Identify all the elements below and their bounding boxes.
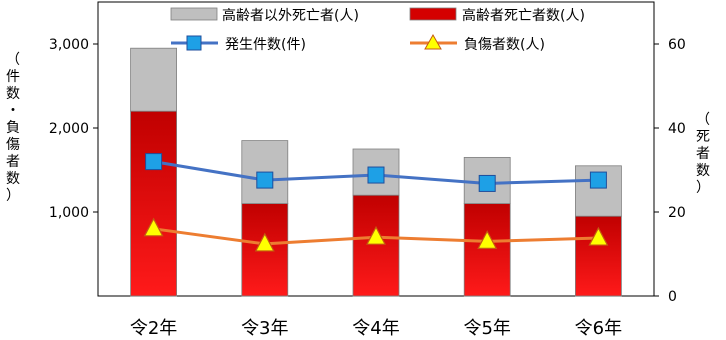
right-tick-label: 20 [668, 205, 686, 221]
bar-elderly-deaths [352, 194, 400, 297]
axis-label-char: 数 [6, 171, 20, 187]
axis-label-char: 者 [6, 154, 20, 170]
axis-label-char: 死 [696, 129, 710, 145]
bar-other-deaths [130, 47, 178, 112]
axis-label-char: 者 [696, 146, 710, 162]
bar-elderly-deaths [463, 203, 511, 297]
left-tick-label: 2,000 [49, 121, 89, 137]
axis-label-char: 件 [6, 69, 20, 85]
legend-label-elderly-deaths: 高齢者死亡者数(人) [462, 7, 585, 24]
bar-elderly-deaths [130, 110, 178, 297]
x-tick-label: 令5年 [463, 318, 510, 339]
triangle-marker [588, 226, 609, 246]
axis-label-char: 傷 [6, 137, 20, 153]
legend-label-injured: 負傷者数(人) [464, 37, 545, 53]
triangle-marker [143, 217, 164, 237]
square-marker [589, 171, 607, 189]
left-tick-label: 1,000 [49, 205, 89, 221]
axis-label-char: 負 [6, 120, 20, 136]
axis-label-char: ） [6, 188, 20, 204]
square-marker [367, 166, 385, 184]
left-axis-label: （件数・負傷者数） [4, 52, 22, 205]
right-tick-label: 0 [668, 289, 677, 305]
triangle-marker [477, 230, 498, 249]
axis-label-char: （ [696, 112, 710, 128]
axis-label-char: 数 [6, 86, 20, 102]
legend-marker-injured [424, 33, 442, 50]
legend-label-other-deaths: 高齢者以外死亡者(人) [222, 7, 359, 24]
right-tick-label: 60 [668, 37, 686, 53]
square-marker [256, 171, 274, 189]
right-axis-label: （死者数） [694, 112, 712, 197]
square-marker [145, 153, 163, 171]
legend-label-incidents: 発生件数(件) [225, 37, 306, 53]
legend-marker-incidents [186, 35, 202, 51]
right-tick-label: 40 [668, 121, 686, 137]
axis-label-char: ・ [6, 103, 20, 119]
x-tick-label: 令3年 [241, 318, 288, 339]
left-tick-label: 3,000 [49, 37, 89, 53]
axis-label-char: 数 [696, 163, 710, 179]
axis-label-char: （ [6, 52, 20, 68]
triangle-marker [254, 232, 275, 252]
x-tick-label: 令4年 [352, 318, 399, 339]
x-tick-label: 令6年 [575, 318, 622, 339]
legend-swatch-other-deaths [170, 7, 218, 21]
legend-swatch-elderly-deaths [409, 7, 457, 21]
square-marker [478, 174, 496, 192]
x-tick-label: 令2年 [130, 318, 177, 339]
triangle-marker [366, 225, 386, 245]
axis-label-char: ） [696, 180, 710, 196]
